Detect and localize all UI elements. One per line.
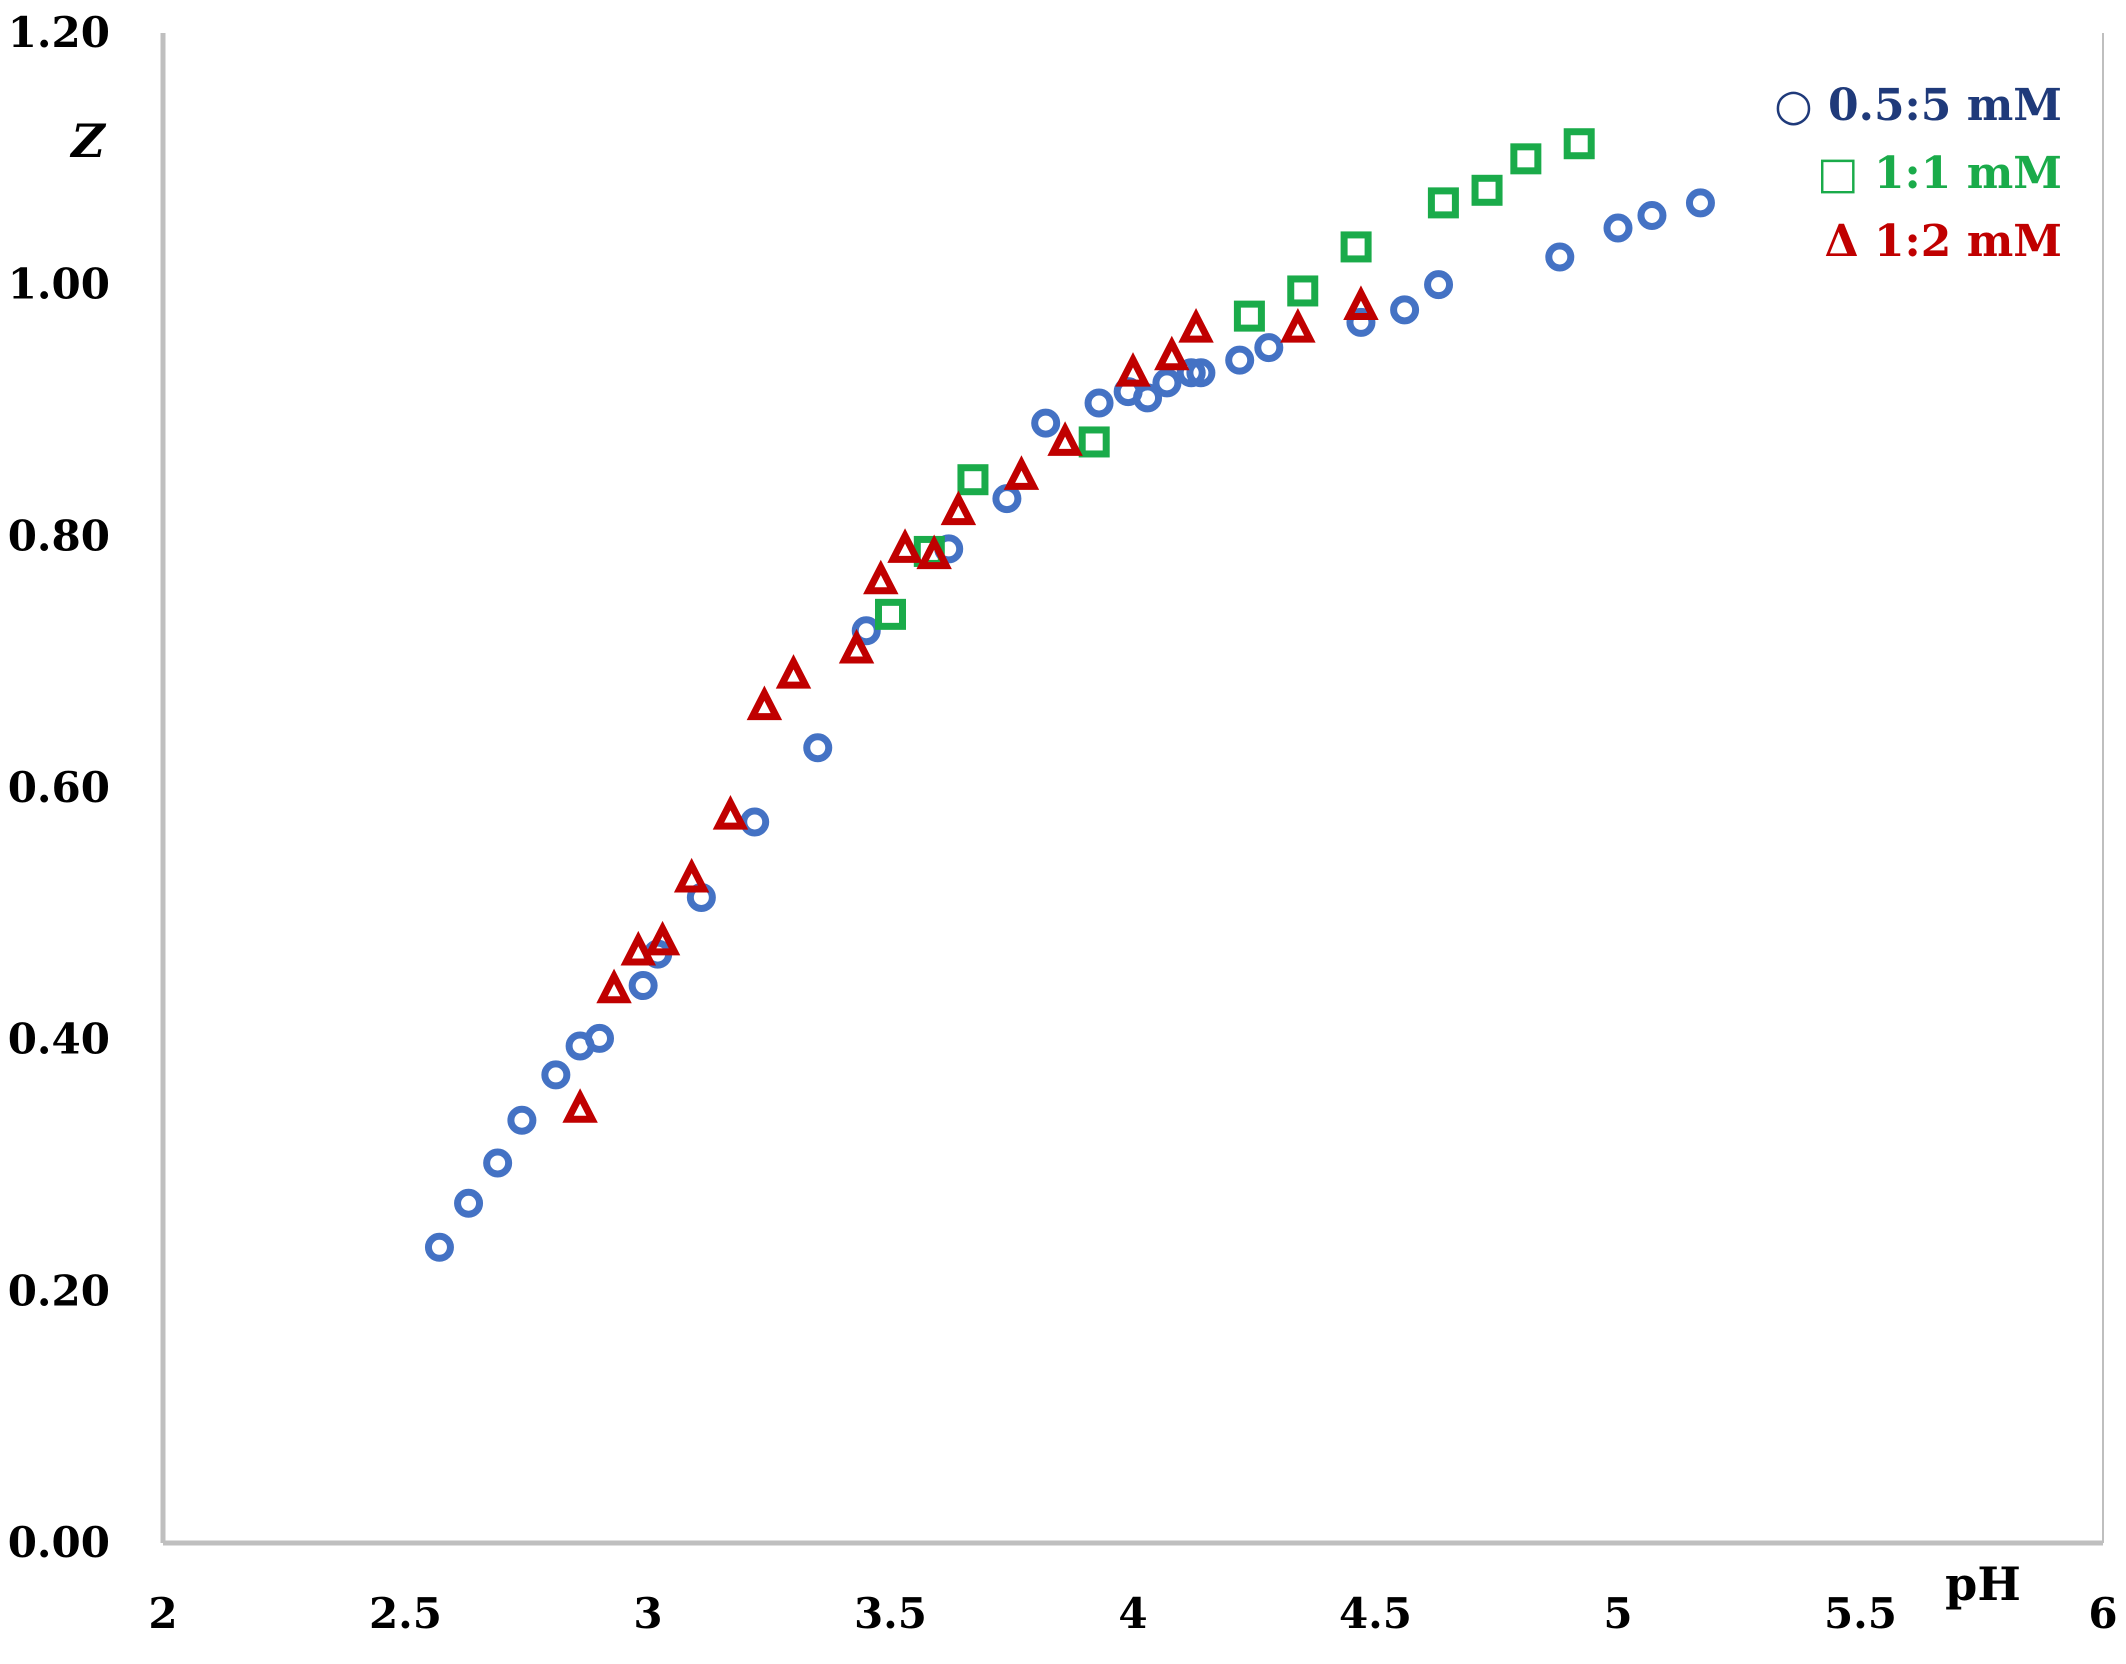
data-point <box>992 484 1022 514</box>
data-point <box>838 628 875 664</box>
data-point <box>596 968 632 1004</box>
data-point <box>1031 408 1061 438</box>
data-point <box>1563 128 1595 160</box>
data-point <box>746 685 783 721</box>
legend-entry: ○ 0.5:5 mM <box>1774 80 2062 131</box>
series-circle <box>424 188 1715 1262</box>
data-point <box>1047 421 1083 456</box>
data-point <box>1427 187 1459 219</box>
data-point <box>916 534 952 570</box>
data-point <box>1340 231 1372 263</box>
tick-labels: 0.00 0.20 0.40 0.60 0.80 1.00 1.20 2 2.5 3 3.5 4 4.5… <box>8 8 2118 1638</box>
data-point <box>1685 188 1715 218</box>
y-tick-label: 0.60 <box>8 763 110 812</box>
y-tick-label: 0.80 <box>8 511 110 560</box>
x-tick-label: 5.5 <box>1824 1589 1897 1638</box>
data-point <box>483 1148 513 1178</box>
data-point <box>940 490 977 526</box>
data-point <box>1545 242 1575 272</box>
data-point <box>1133 383 1163 413</box>
data-point <box>1003 455 1040 490</box>
data-point <box>1084 388 1114 418</box>
data-point <box>1343 285 1379 320</box>
data-point <box>863 559 899 595</box>
legend-entry: Δ 1:2 mM <box>1824 216 2062 267</box>
data-point <box>1346 307 1376 337</box>
data-point <box>1078 426 1110 458</box>
x-tick-label: 5 <box>1603 1589 1632 1638</box>
data-point <box>1186 358 1216 388</box>
data-point <box>957 464 989 496</box>
x-tick-label: 2 <box>148 1589 177 1638</box>
legend: ○ 0.5:5 mM □ 1:1 mM Δ 1:2 mM <box>1774 80 2062 267</box>
data-point <box>1178 308 1214 343</box>
data-point <box>454 1188 484 1218</box>
y-tick-label: 0.20 <box>8 1266 110 1315</box>
data-point <box>740 807 770 837</box>
data-point <box>775 654 812 689</box>
x-tick-label: 6 <box>2088 1589 2117 1638</box>
data-point <box>1154 335 1190 371</box>
data-point <box>1115 352 1151 387</box>
data-point <box>585 1023 614 1053</box>
series-triangle <box>562 285 1379 1123</box>
data-point <box>851 616 881 646</box>
data-point <box>875 598 906 630</box>
data-point <box>620 930 657 966</box>
y-tick-label: 0.00 <box>8 1518 110 1567</box>
data-point <box>803 733 833 763</box>
data-point <box>1637 200 1667 230</box>
y-tick-label: 1.00 <box>8 260 110 309</box>
data-point <box>507 1105 537 1135</box>
data-point <box>541 1060 571 1090</box>
x-tick-label: 3 <box>633 1589 662 1638</box>
data-point <box>1152 368 1182 398</box>
data-point <box>1510 143 1542 175</box>
data-point <box>712 795 749 830</box>
data-point <box>673 857 710 893</box>
x-axis-label: pH <box>1945 1557 2021 1611</box>
data-point <box>1176 358 1206 388</box>
data-point <box>1471 174 1503 206</box>
data-point <box>1254 333 1284 363</box>
data-point <box>644 920 681 956</box>
series-square <box>875 128 1595 630</box>
x-tick-label: 3.5 <box>854 1589 927 1638</box>
data-point <box>1390 295 1420 325</box>
axes <box>160 33 2104 1546</box>
y-tick-label: 1.20 <box>8 8 110 57</box>
data-point <box>562 1088 598 1123</box>
legend-entry: □ 1:1 mM <box>1817 148 2062 199</box>
data-point <box>1233 300 1265 332</box>
x-tick-label: 4 <box>1118 1589 1147 1638</box>
data-points <box>424 128 1715 1262</box>
data-point <box>1424 270 1454 300</box>
data-point <box>887 528 923 563</box>
data-point <box>628 971 658 1001</box>
y-axis-label: Z <box>69 114 106 168</box>
data-point <box>1603 213 1633 243</box>
data-point <box>1280 308 1316 343</box>
data-point <box>1225 345 1255 375</box>
data-point <box>424 1232 454 1262</box>
x-tick-label: 4.5 <box>1339 1589 1412 1638</box>
y-tick-label: 0.40 <box>8 1015 110 1064</box>
data-point <box>1287 275 1319 307</box>
x-tick-label: 2.5 <box>369 1589 442 1638</box>
